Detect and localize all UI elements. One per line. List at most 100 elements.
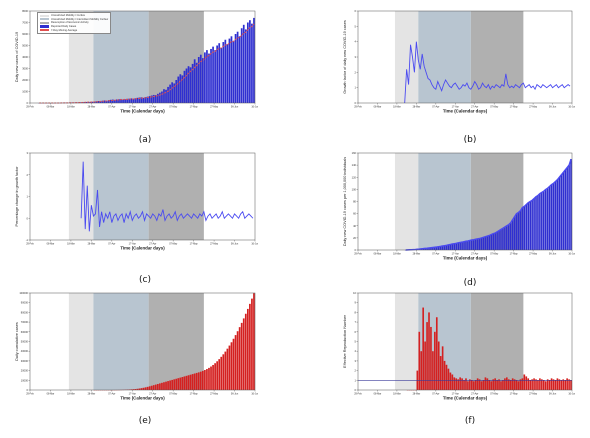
y-tick-label: 50000 xyxy=(21,340,29,344)
bar-d-37 xyxy=(476,238,479,250)
bar-a-62 xyxy=(165,89,167,103)
bar-a-29 xyxy=(97,101,100,103)
moving-average-line xyxy=(39,23,255,104)
y-tick-label: 4 xyxy=(355,349,357,353)
bar-e-35 xyxy=(165,381,167,390)
bar-a-26 xyxy=(91,101,94,103)
bar-f-9 xyxy=(424,341,426,390)
bar-f-14 xyxy=(434,331,436,390)
bar-f-50 xyxy=(504,378,506,390)
chart-panel-e: 0 10000 20000 30000 40000 50000 60000 70000 8000… xyxy=(8,290,258,405)
phase-band-2 xyxy=(418,153,471,250)
phase-band-1 xyxy=(394,153,419,250)
y-tick-label: 1000 xyxy=(22,90,28,94)
bar-d-75 xyxy=(550,184,553,250)
x-tick-label: 29-Feb xyxy=(354,393,362,396)
bar-d-42 xyxy=(486,236,489,250)
bar-f-64 xyxy=(531,379,533,390)
legend-entry: Reported Daily Cases xyxy=(40,25,108,29)
y-tick-label: 6000 xyxy=(22,32,28,36)
phase-band-1 xyxy=(394,11,419,103)
bar-a-96 xyxy=(234,34,237,103)
x-tick-label: 07-Apr xyxy=(108,393,115,396)
bar-d-52 xyxy=(506,225,508,250)
x-tick-label: 06-Jun xyxy=(231,393,239,396)
y-tick-label: 3 xyxy=(27,151,29,155)
bar-d-66 xyxy=(533,198,535,250)
bar-e-74 xyxy=(244,313,247,390)
bar-e-55 xyxy=(206,369,208,390)
bar-d-48 xyxy=(498,230,500,250)
bar-d-29 xyxy=(461,242,463,250)
legend-label: Unrestricted Mobility / Intermittent Mob… xyxy=(51,17,109,21)
y-tick-label: 10000 xyxy=(21,378,29,382)
legend-swatch xyxy=(40,25,49,28)
bar-f-77 xyxy=(556,378,559,390)
x-tick-label: 27-Apr xyxy=(471,393,478,396)
phase-band-1 xyxy=(68,293,94,390)
bar-e-39 xyxy=(173,379,176,390)
bar-d-28 xyxy=(459,242,461,250)
bar-e-61 xyxy=(218,359,221,390)
x-tick-label: 06-Jun xyxy=(231,243,239,246)
bar-d-20 xyxy=(443,245,446,250)
chart-a-legend: Unrestricted Mobility / Curfew Unrestrict… xyxy=(37,12,112,34)
bar-e-47 xyxy=(189,374,192,390)
bar-e-78 xyxy=(253,293,255,390)
bar-a-52 xyxy=(144,97,147,103)
bar-e-22 xyxy=(138,388,141,390)
x-axis-label: Time (Calendar days) xyxy=(120,246,165,251)
y-tick-label: 1 xyxy=(355,86,357,90)
phase-band-2 xyxy=(418,11,471,103)
bar-a-79 xyxy=(199,54,202,103)
bar-f-80 xyxy=(562,379,565,390)
x-axis-label: Time (Calendar days) xyxy=(443,256,488,261)
bar-d-68 xyxy=(537,195,539,250)
bar-e-72 xyxy=(240,322,243,390)
bar-e-57 xyxy=(210,366,212,390)
x-tick-label: 08-Mar xyxy=(374,106,382,109)
legend-label: Resumption of Economic Activity xyxy=(51,21,89,25)
bar-a-41 xyxy=(122,99,124,103)
bar-f-53 xyxy=(509,380,512,390)
bar-e-30 xyxy=(154,384,157,390)
bar-e-66 xyxy=(228,345,231,390)
x-tick-label: 16-Jun xyxy=(568,393,575,396)
x-tick-label: 17-May xyxy=(510,393,519,396)
bar-d-56 xyxy=(513,216,516,250)
bar-a-104 xyxy=(251,23,253,103)
bar-f-11 xyxy=(428,312,430,390)
x-tick-label: 17-Apr xyxy=(129,243,136,246)
y-tick-label: 80 xyxy=(353,200,356,204)
chart-b-svg: 0 1 2 3 4 5 6 29-Feb 08-Mar 18-Mar 28-Mar 07-Apr 17-… xyxy=(343,9,575,114)
x-axis-label: Time (Calendar days) xyxy=(443,396,488,401)
y-tick-label: 5000 xyxy=(22,44,28,48)
bar-f-26 xyxy=(457,379,460,390)
bar-f-84 xyxy=(570,380,572,390)
bar-f-21 xyxy=(447,368,450,390)
bar-f-43 xyxy=(490,381,493,390)
bar-e-68 xyxy=(232,338,235,390)
bar-f-35 xyxy=(474,380,477,390)
x-tick-label: 28-Mar xyxy=(413,253,421,256)
bar-d-14 xyxy=(432,247,434,250)
bar-f-54 xyxy=(511,378,514,390)
y-axis-label: Daily new COVID-19 cases per 1,000,000 i… xyxy=(343,157,347,246)
bar-f-73 xyxy=(548,380,551,390)
bar-f-78 xyxy=(558,379,561,390)
bar-e-52 xyxy=(199,371,202,390)
x-tick-label: 17-Apr xyxy=(452,253,459,256)
bar-f-30 xyxy=(465,378,467,390)
bar-a-73 xyxy=(187,66,190,103)
bar-a-102 xyxy=(246,22,249,103)
bar-e-71 xyxy=(238,327,241,390)
y-tick-label: 90000 xyxy=(21,301,29,305)
bar-a-75 xyxy=(191,63,194,103)
bar-a-19 xyxy=(77,102,79,103)
bar-d-33 xyxy=(469,240,471,250)
legend-label: Unrestricted Mobility / Curfew xyxy=(51,14,85,18)
bar-a-95 xyxy=(232,40,235,103)
x-tick-label: 29-Feb xyxy=(26,393,34,396)
bar-f-10 xyxy=(426,322,428,390)
bar-d-35 xyxy=(472,239,475,250)
